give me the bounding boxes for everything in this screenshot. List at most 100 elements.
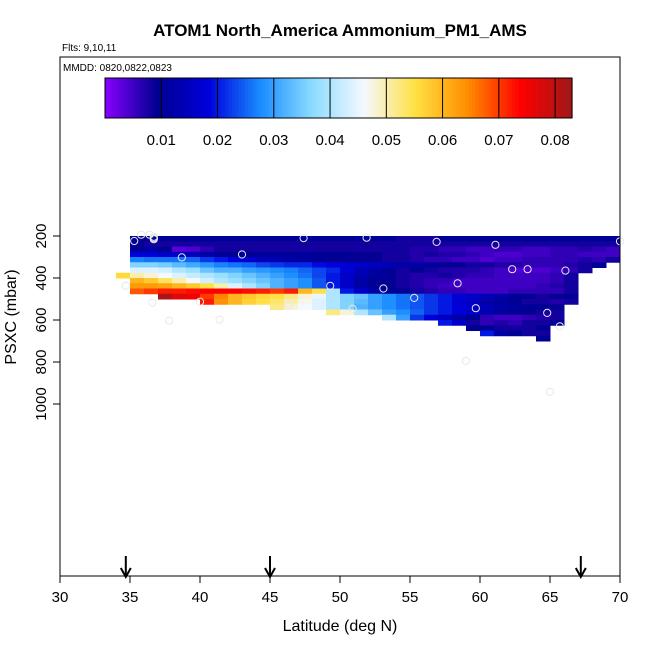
heatmap-cell <box>130 278 145 284</box>
heatmap-cell <box>158 283 173 289</box>
heatmap-cell <box>494 267 509 274</box>
heatmap-cell <box>550 299 565 305</box>
heatmap-cell <box>508 262 523 268</box>
heatmap-cell <box>550 272 565 279</box>
colorbar-segment <box>451 78 456 118</box>
heatmap-cell <box>522 251 537 258</box>
colorbar-segment <box>245 78 250 118</box>
heatmap-cell <box>368 309 383 316</box>
heatmap-cell <box>172 272 187 279</box>
heatmap-cell <box>256 278 271 284</box>
heatmap-cell <box>424 314 439 321</box>
heatmap-cell <box>340 236 355 242</box>
latitude-arrow-head <box>574 567 587 580</box>
heatmap-cell <box>130 246 145 253</box>
colorbar-segment <box>555 78 560 118</box>
colorbar-segment <box>325 78 330 118</box>
colorbar-segment <box>565 78 570 118</box>
heatmap-cell <box>536 320 551 326</box>
heatmap-cell <box>368 304 383 310</box>
flight-point <box>137 230 146 239</box>
heatmap-cell <box>424 241 439 247</box>
x-tick-label: 50 <box>332 589 349 606</box>
heatmap-cell <box>228 262 243 268</box>
heatmap-cells <box>116 236 621 342</box>
heatmap-cell <box>242 272 257 279</box>
heatmap-cell <box>480 257 495 263</box>
heatmap-cell <box>200 246 215 253</box>
heatmap-cell <box>592 251 607 258</box>
heatmap-cell <box>284 293 299 300</box>
heatmap-cell <box>326 278 341 284</box>
colorbar-segment <box>205 78 210 118</box>
colorbar-segment <box>311 78 316 118</box>
heatmap-cell <box>550 251 565 258</box>
flight-point <box>237 250 247 259</box>
colorbar-segment <box>231 78 236 118</box>
heatmap-cell <box>452 241 467 247</box>
heatmap-cell <box>550 288 565 295</box>
colorbar-segment <box>268 78 273 118</box>
colorbar-segment <box>448 78 453 118</box>
heatmap-cell <box>144 288 159 295</box>
colorbar-segment <box>378 78 383 118</box>
colorbar-segment <box>568 78 573 118</box>
heatmap-cell <box>354 299 369 305</box>
heatmap-cell <box>480 236 495 242</box>
colorbar-segment <box>458 78 463 118</box>
heatmap-cell <box>228 272 243 279</box>
heatmap-cell <box>214 262 229 268</box>
heatmap-cell <box>354 309 369 316</box>
heatmap-cell <box>200 299 215 305</box>
heatmap-cell <box>340 288 355 295</box>
heatmap-cell <box>522 272 537 279</box>
colorbar-tick-label: 0.05 <box>372 132 401 149</box>
colorbar-segment <box>195 78 199 118</box>
x-axis-label: Latitude (deg N) <box>283 618 398 635</box>
heatmap-cell <box>270 241 285 247</box>
heatmap-cell <box>242 283 257 289</box>
colorbar-segment <box>368 78 373 118</box>
flight-point <box>508 265 517 274</box>
heatmap-cell <box>242 299 257 305</box>
heatmap-cell <box>158 262 173 268</box>
x-tick-label: 70 <box>612 589 629 606</box>
heatmap-cell <box>200 283 215 289</box>
heatmap-cell <box>354 272 369 279</box>
heatmap-cell <box>242 267 257 274</box>
heatmap-cell <box>438 278 453 284</box>
heatmap-cell <box>368 236 383 242</box>
heatmap-cell <box>396 309 411 316</box>
colorbar-segment <box>435 78 440 118</box>
heatmap-cell <box>200 257 215 263</box>
heatmap-cell <box>368 257 383 263</box>
heatmap-cell <box>508 293 523 300</box>
heatmap-cell <box>452 278 467 284</box>
colorbar-tick-label: 0.06 <box>428 132 457 149</box>
heatmap-cell <box>536 330 551 337</box>
x-tick-label: 55 <box>402 589 419 606</box>
colorbar-segment <box>128 78 133 118</box>
heatmap-cell <box>214 272 229 279</box>
heatmap-cell <box>550 304 565 310</box>
heatmap-cell <box>354 246 369 253</box>
heatmap-cell <box>466 241 481 247</box>
heatmap-cell <box>508 236 523 242</box>
colorbar-segment <box>315 78 320 118</box>
heatmap-cell <box>396 262 411 268</box>
heatmap-cell <box>522 288 537 295</box>
heatmap-cell <box>284 283 299 289</box>
heatmap-cell <box>242 236 257 242</box>
heatmap-cell <box>466 283 481 289</box>
heatmap-cell <box>354 262 369 268</box>
heatmap-cell <box>480 325 495 331</box>
colorbar-segment <box>278 78 283 118</box>
colorbar-segment <box>121 78 126 118</box>
heatmap-cell <box>368 288 383 295</box>
heatmap-cell <box>508 330 523 337</box>
heatmap-cell <box>480 262 495 268</box>
heatmap-cell <box>480 314 495 321</box>
heatmap-cell <box>368 241 383 247</box>
colorbar-segment <box>131 78 136 118</box>
heatmap-cell <box>606 236 621 242</box>
